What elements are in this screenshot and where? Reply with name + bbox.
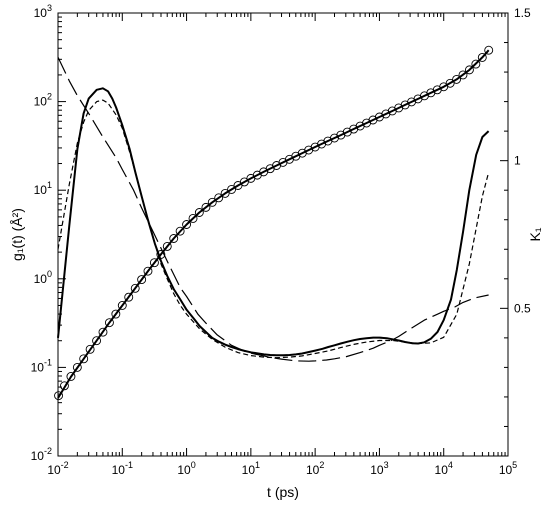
marker-point [484,45,494,55]
marker-point [452,74,462,84]
marker-point [124,292,134,302]
y-left-tick-label: 10-1 [31,357,52,374]
marker-point [111,309,121,319]
marker-point [194,208,204,217]
marker-point [188,213,198,223]
marker-point [220,188,230,198]
x-tick-label: 10-2 [47,460,68,477]
series-line-solid [57,49,490,399]
y-left-tick-label: 103 [34,3,52,20]
marker-point [207,197,217,207]
y-right-tick-label: 1 [514,154,521,168]
axis-layer: 10-2 10-1 100 101 102 103 104 105 10-2 10-1 100 101… [31,3,531,477]
y-left-tick-label: 10-2 [31,446,52,463]
marker-point [445,78,455,88]
x-tick-label: 103 [370,460,388,477]
y-right-tick-label: 1.5 [514,6,531,20]
marker-point [104,318,114,328]
x-tick-label: 102 [306,460,324,477]
marker-point [54,391,64,401]
marker-point [169,234,179,243]
marker-point [214,193,224,203]
marker-point [79,354,89,364]
marker-point [66,372,76,381]
x-tick-label: 104 [435,460,453,477]
x-tick-label: 101 [242,460,260,477]
x-tick-label: 10-1 [112,460,133,477]
marker-point [72,362,82,372]
marker-point [149,258,159,268]
y-left-axis-title: g₁(t) (Å²) [9,208,25,261]
marker-point [458,70,468,80]
marker-point [137,275,147,285]
marker-point [227,184,237,194]
marker-point [143,266,153,276]
series-line-short-dash [57,99,490,359]
marker-point [201,202,211,212]
marker-point [162,241,172,251]
marker-point [175,226,185,236]
series-line-long-dash [57,57,489,362]
marker-point [85,344,95,354]
marker-point [92,336,102,346]
marker-point [182,220,192,229]
x-tick-label: 105 [499,460,517,477]
y-right-tick-label: 0.5 [514,301,531,315]
marker-point [130,283,140,293]
y-left-tick-label: 100 [34,269,52,286]
marker-point [60,381,69,391]
marker-point [477,52,487,62]
x-axis-title: t (ps) [267,484,299,500]
series-layer [54,45,494,401]
marker-point [464,65,474,75]
y-right-axis-title: K₁ [527,227,543,241]
plot-frame [57,12,509,457]
series-line-solid [57,87,490,357]
marker-point [471,59,481,69]
marker-point [117,301,127,310]
y-left-tick-label: 102 [34,92,52,109]
x-tick-label: 100 [177,460,195,477]
y-left-tick-label: 101 [34,180,52,197]
marker-point [98,327,108,337]
